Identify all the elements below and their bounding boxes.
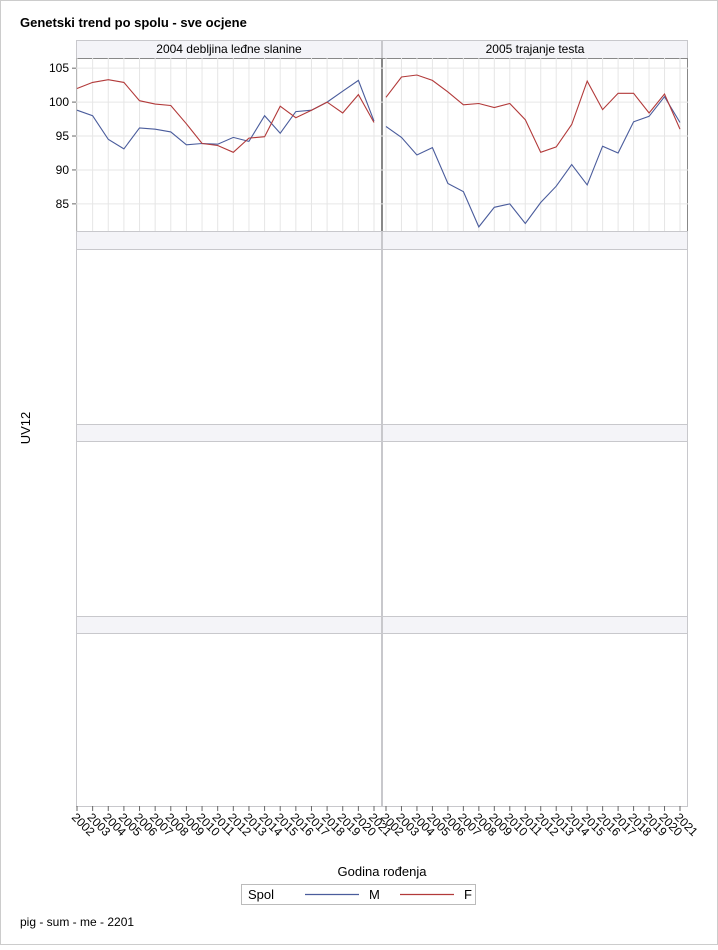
legend-label: F: [464, 887, 472, 902]
line-series: [76, 79, 375, 153]
y-tick-label: 90: [56, 163, 70, 177]
footnote: pig - sum - me - 2201: [20, 915, 134, 929]
panel-strip: [382, 616, 688, 634]
panel-title: 2005 trajanje testa: [486, 42, 585, 56]
panel-strip: [382, 231, 688, 250]
panel-strip: [76, 424, 382, 442]
x-axis-label: Godina rođenja: [338, 864, 428, 879]
y-tick-label: 105: [49, 61, 69, 75]
legend-label: M: [369, 887, 380, 902]
panel-strip: [382, 424, 688, 442]
line-series: [385, 74, 681, 153]
panel-strip: [76, 231, 382, 250]
panel-frame: [76, 633, 382, 807]
panel-strip: [76, 616, 382, 634]
y-tick-label: 95: [56, 129, 70, 143]
y-axis-label: UV12: [18, 412, 33, 445]
y-tick-label: 100: [49, 95, 69, 109]
legend-title: Spol: [248, 887, 274, 902]
y-tick-label: 85: [56, 197, 70, 211]
panel-frame: [382, 633, 688, 807]
line-series: [385, 95, 681, 228]
panel-title: 2004 debljina leđne slanine: [156, 42, 302, 56]
chart-title: Genetski trend po spolu - sve ocjene: [20, 15, 247, 30]
